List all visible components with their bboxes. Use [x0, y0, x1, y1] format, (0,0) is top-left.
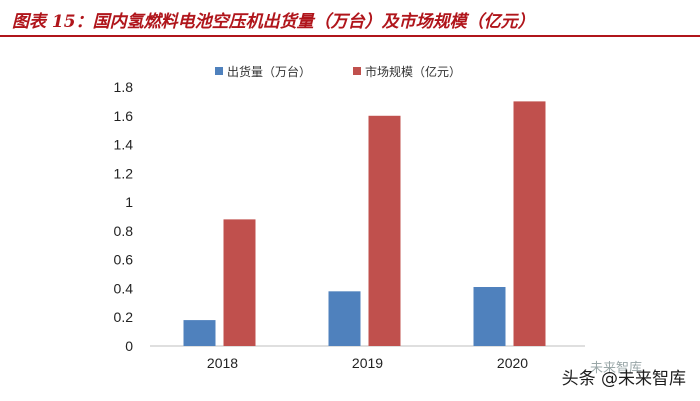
bar-market-size-2018 — [223, 219, 256, 346]
figure-title: 图表 15：国内氢燃料电池空压机出货量（万台）及市场规模（亿元） — [12, 12, 535, 32]
y-tick-label: 0.4 — [114, 280, 134, 296]
bar-shipments-2020 — [473, 287, 506, 346]
legend-swatch-shipments — [215, 67, 223, 75]
x-tick-label: 2019 — [352, 355, 383, 371]
bar-market-size-2020 — [513, 101, 546, 346]
y-tick-label: 1.6 — [114, 108, 134, 124]
bar-shipments-2018 — [183, 320, 216, 346]
watermark: 头条 @未来智库 — [561, 369, 686, 389]
watermark-logo: 未来智库 — [590, 361, 643, 376]
legend-label-shipments: 出货量（万台） — [227, 64, 311, 79]
bar-shipments-2019 — [328, 291, 361, 346]
y-tick-label: 0.8 — [114, 223, 134, 239]
legend-swatch-market-size — [353, 67, 361, 75]
figure-title-bar: 图表 15：国内氢燃料电池空压机出货量（万台）及市场规模（亿元） — [0, 0, 700, 37]
y-tick-label: 1.4 — [114, 137, 134, 153]
y-tick-label: 1 — [125, 194, 133, 210]
x-tick-label: 2018 — [207, 355, 238, 371]
bar-market-size-2019 — [368, 115, 401, 347]
y-tick-label: 0 — [125, 338, 133, 354]
title-underline — [0, 35, 700, 37]
x-tick-label: 2020 — [497, 355, 528, 371]
y-tick-label: 0.6 — [114, 252, 134, 268]
y-tick-label: 0.2 — [114, 309, 134, 325]
legend-label-market-size: 市场规模（亿元） — [365, 64, 461, 79]
y-tick-label: 1.8 — [114, 79, 134, 95]
y-tick-label: 1.2 — [114, 165, 134, 181]
